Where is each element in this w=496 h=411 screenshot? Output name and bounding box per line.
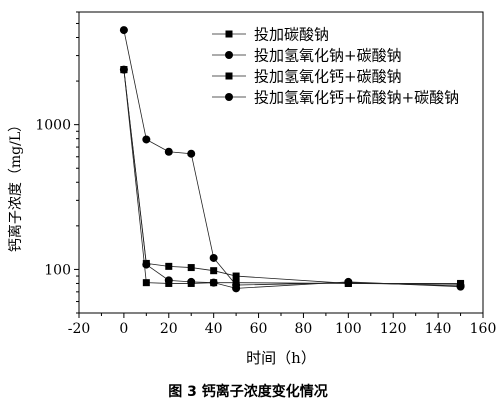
y-axis-label: 钙离子浓度（mg/L） — [7, 118, 24, 252]
data-point — [164, 147, 173, 156]
legend-marker — [225, 51, 233, 59]
x-tick-label: 160 — [470, 321, 496, 337]
legend-marker — [225, 93, 233, 101]
legend-label: 投加氢氧化钙+硫酸钠+碳酸钠 — [254, 89, 459, 107]
legend-marker — [225, 72, 233, 80]
y-axis: 100 1000 — [35, 11, 79, 314]
x-tick-label: 80 — [295, 321, 313, 337]
x-tick-label: 60 — [250, 321, 268, 337]
series-layer — [119, 26, 465, 293]
data-point — [142, 279, 150, 287]
series-2 — [119, 26, 465, 290]
data-point — [119, 26, 128, 35]
legend-item: 投加氢氧化钠+碳酸钠 — [212, 47, 402, 65]
data-point — [187, 264, 195, 272]
data-point — [142, 260, 151, 269]
legend-item: 投加碳酸钠 — [212, 26, 329, 44]
x-tick-label: 0 — [119, 321, 128, 337]
legend-label: 投加碳酸钠 — [254, 26, 329, 44]
data-point — [456, 282, 465, 291]
data-point — [232, 272, 240, 280]
series-4 — [119, 65, 465, 293]
data-point — [232, 284, 241, 293]
data-point — [232, 279, 240, 287]
x-tick-label: 120 — [380, 321, 407, 337]
data-point — [187, 149, 196, 158]
x-tick-label: 20 — [160, 321, 178, 337]
data-point — [209, 253, 218, 262]
data-point — [164, 276, 173, 285]
y-tick-label: 100 — [44, 262, 71, 278]
series-line — [123, 69, 461, 289]
x-tick-label: 140 — [425, 321, 452, 337]
legend-item: 投加氢氧化钙+硫酸钠+碳酸钠 — [212, 89, 459, 107]
data-point — [344, 277, 353, 286]
x-axis-label: 时间（h） — [246, 349, 316, 367]
figure-caption: 图 3 钙离子浓度变化情况 — [168, 384, 328, 400]
x-tick-label: 100 — [335, 321, 362, 337]
data-point — [165, 262, 173, 270]
data-point — [210, 267, 218, 275]
x-axis: -20 0 20 40 60 80 100 120 140 160 — [68, 313, 496, 337]
legend-marker — [225, 30, 233, 38]
data-point — [119, 65, 128, 74]
x-tick-label: -20 — [68, 321, 91, 337]
data-point — [187, 277, 196, 286]
data-point — [209, 278, 218, 287]
legend-label: 投加氢氧化钙+碳酸钠 — [254, 68, 402, 86]
y-tick-label: 1000 — [35, 118, 71, 134]
data-point — [142, 135, 151, 144]
legend-item: 投加氢氧化钙+碳酸钠 — [212, 68, 402, 86]
x-tick-label: 40 — [205, 321, 223, 337]
legend-label: 投加氢氧化钠+碳酸钠 — [254, 47, 402, 65]
